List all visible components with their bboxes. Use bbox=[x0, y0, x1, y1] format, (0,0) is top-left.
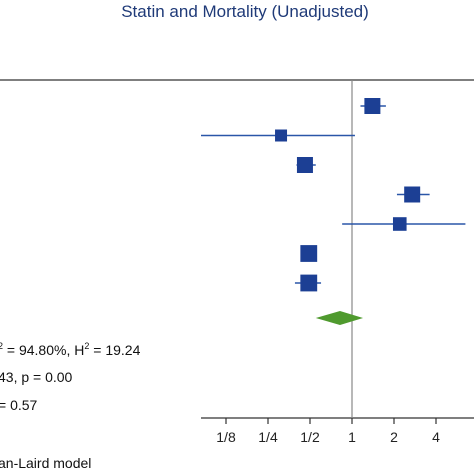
study-row bbox=[396, 186, 430, 203]
x-tick-label: 1/8 bbox=[216, 429, 236, 445]
study-row bbox=[360, 98, 386, 114]
heterogeneity-stat: 2 = 94.80%, H2 = 19.24 bbox=[0, 341, 141, 358]
study-row bbox=[201, 129, 355, 142]
study-estimate-marker bbox=[275, 129, 288, 142]
study-estimate-marker bbox=[404, 186, 421, 203]
study-estimate-marker bbox=[300, 245, 318, 262]
x-tick-label: 1/2 bbox=[300, 429, 320, 445]
chart-title: Statin and Mortality (Unadjusted) bbox=[121, 2, 369, 21]
study-estimate-marker bbox=[300, 274, 318, 292]
x-tick-label: 1 bbox=[348, 429, 356, 445]
study-estimate-marker bbox=[296, 157, 313, 173]
tau-stat: = 0.57 bbox=[0, 397, 38, 413]
pooled-estimate-group bbox=[315, 311, 364, 325]
study-row bbox=[300, 245, 318, 262]
x-axis-ticks: 1/8 1/4 1/2 1 2 4 bbox=[216, 418, 440, 445]
q-test-stat: 43, p = 0.00 bbox=[0, 369, 73, 385]
study-row bbox=[296, 157, 316, 173]
x-tick-label: 2 bbox=[390, 429, 398, 445]
study-row bbox=[342, 217, 466, 231]
x-tick-label: 1/4 bbox=[258, 429, 278, 445]
study-markers bbox=[201, 98, 466, 292]
study-estimate-marker bbox=[392, 217, 407, 231]
study-row bbox=[294, 274, 322, 292]
x-tick-label: 4 bbox=[432, 429, 440, 445]
model-label: an-Laird model bbox=[0, 455, 91, 471]
study-estimate-marker bbox=[364, 98, 381, 114]
pooled-estimate-diamond bbox=[315, 311, 364, 325]
